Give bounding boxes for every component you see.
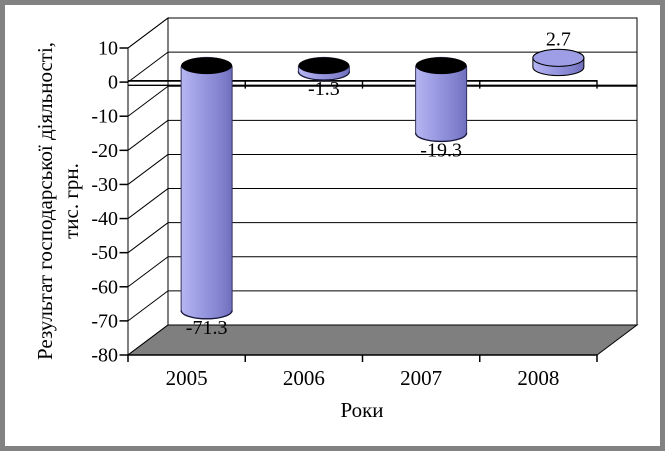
y-axis-tick-label: -40 <box>91 208 118 230</box>
cylinder-bottom-edge <box>297 71 351 81</box>
cylinder-2008 <box>532 48 585 77</box>
y-axis-tick-label: -60 <box>91 276 118 298</box>
cylinder-body <box>180 58 233 320</box>
y-axis-title-line2: тис. грн. <box>59 163 83 239</box>
y-axis-tick-label: 10 <box>98 38 118 60</box>
side-wall-gridline <box>127 188 169 219</box>
y-axis-tick-label: -70 <box>91 310 118 332</box>
x-axis-category-label: 2006 <box>283 366 325 390</box>
y-axis-tick-label: -20 <box>91 140 118 162</box>
y-axis-tick-label: -50 <box>91 242 118 264</box>
side-wall-gridline <box>127 154 169 185</box>
side-wall-gridline <box>127 85 169 117</box>
cylinder-bottom-edge <box>414 132 468 143</box>
y-axis-tick-label: 0 <box>108 72 118 94</box>
axes-and-ticks: 10 0 -10 -20 -30 -40 -50 -60 -70 -80 2005 2006 2007 2… <box>91 38 637 390</box>
x-axis-category-label: 2005 <box>166 366 208 390</box>
cylinder-top-cap <box>532 48 585 67</box>
y-axis-title-line1: Результат господарської діяльності, <box>33 42 57 360</box>
x-axis-title: Роки <box>340 398 383 422</box>
y-axis-tick-label: -80 <box>91 345 118 367</box>
chart-area: 10 0 -10 -20 -30 -40 -50 -60 -70 -80 2005 2006 2007 2… <box>5 5 660 446</box>
side-wall-gridlines <box>127 17 169 356</box>
data-labels: -71.3 -1.3 -19.3 2.7 <box>186 28 571 338</box>
cylinder-top-cap <box>181 57 233 75</box>
cylinder-2006 <box>297 56 351 81</box>
x-axis-category-label: 2007 <box>400 366 442 390</box>
cylinder-series <box>180 48 585 320</box>
data-label: 2.7 <box>546 28 571 50</box>
side-wall-gridline <box>127 17 169 49</box>
side-wall-gridline <box>127 290 169 322</box>
cylinder-bottom-edge <box>180 310 233 320</box>
cylinder-2005 <box>180 56 233 320</box>
cylinder-2007 <box>414 56 468 143</box>
side-wall-gridline <box>127 51 169 83</box>
y-axis-tick-label: -30 <box>91 174 118 196</box>
cylinder-top-cap <box>415 57 467 75</box>
side-wall-gridline <box>127 256 169 288</box>
y-axis-tick-label: -10 <box>91 106 118 128</box>
side-wall-gridline <box>127 119 169 151</box>
data-label: -19.3 <box>420 139 462 161</box>
cylinder-top-cap <box>298 57 350 75</box>
data-label: -1.3 <box>308 78 340 100</box>
plot-side-wall <box>127 17 169 356</box>
data-label: -71.3 <box>186 317 228 339</box>
x-axis-category-label: 2008 <box>517 366 559 390</box>
side-wall-gridline <box>127 222 169 254</box>
